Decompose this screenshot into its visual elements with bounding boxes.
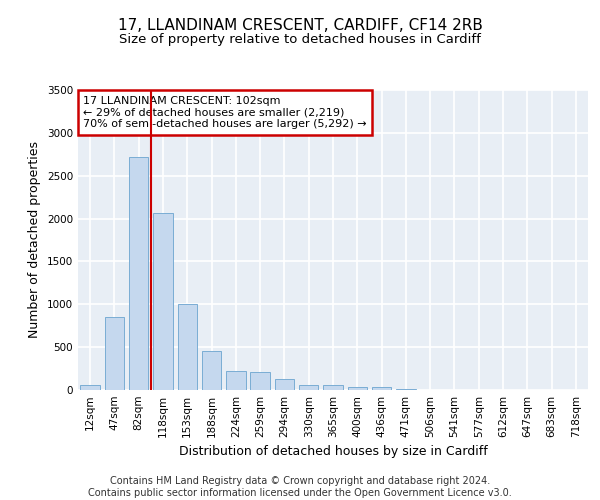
- Bar: [105, 317, 124, 390]
- Bar: [372, 388, 391, 390]
- Bar: [299, 385, 319, 390]
- Bar: [153, 214, 173, 390]
- Bar: [347, 387, 367, 390]
- X-axis label: Distribution of detached houses by size in Cardiff: Distribution of detached houses by size …: [179, 446, 487, 458]
- Bar: [226, 371, 245, 390]
- Bar: [80, 385, 100, 390]
- Text: 17, LLANDINAM CRESCENT, CARDIFF, CF14 2RB: 17, LLANDINAM CRESCENT, CARDIFF, CF14 2R…: [118, 18, 482, 32]
- Bar: [396, 389, 416, 390]
- Text: Contains HM Land Registry data © Crown copyright and database right 2024.
Contai: Contains HM Land Registry data © Crown c…: [88, 476, 512, 498]
- Bar: [275, 379, 294, 390]
- Text: 17 LLANDINAM CRESCENT: 102sqm
← 29% of detached houses are smaller (2,219)
70% o: 17 LLANDINAM CRESCENT: 102sqm ← 29% of d…: [83, 96, 367, 129]
- Bar: [250, 372, 270, 390]
- Y-axis label: Number of detached properties: Number of detached properties: [28, 142, 41, 338]
- Bar: [178, 304, 197, 390]
- Bar: [129, 157, 148, 390]
- Bar: [202, 352, 221, 390]
- Bar: [323, 386, 343, 390]
- Text: Size of property relative to detached houses in Cardiff: Size of property relative to detached ho…: [119, 32, 481, 46]
